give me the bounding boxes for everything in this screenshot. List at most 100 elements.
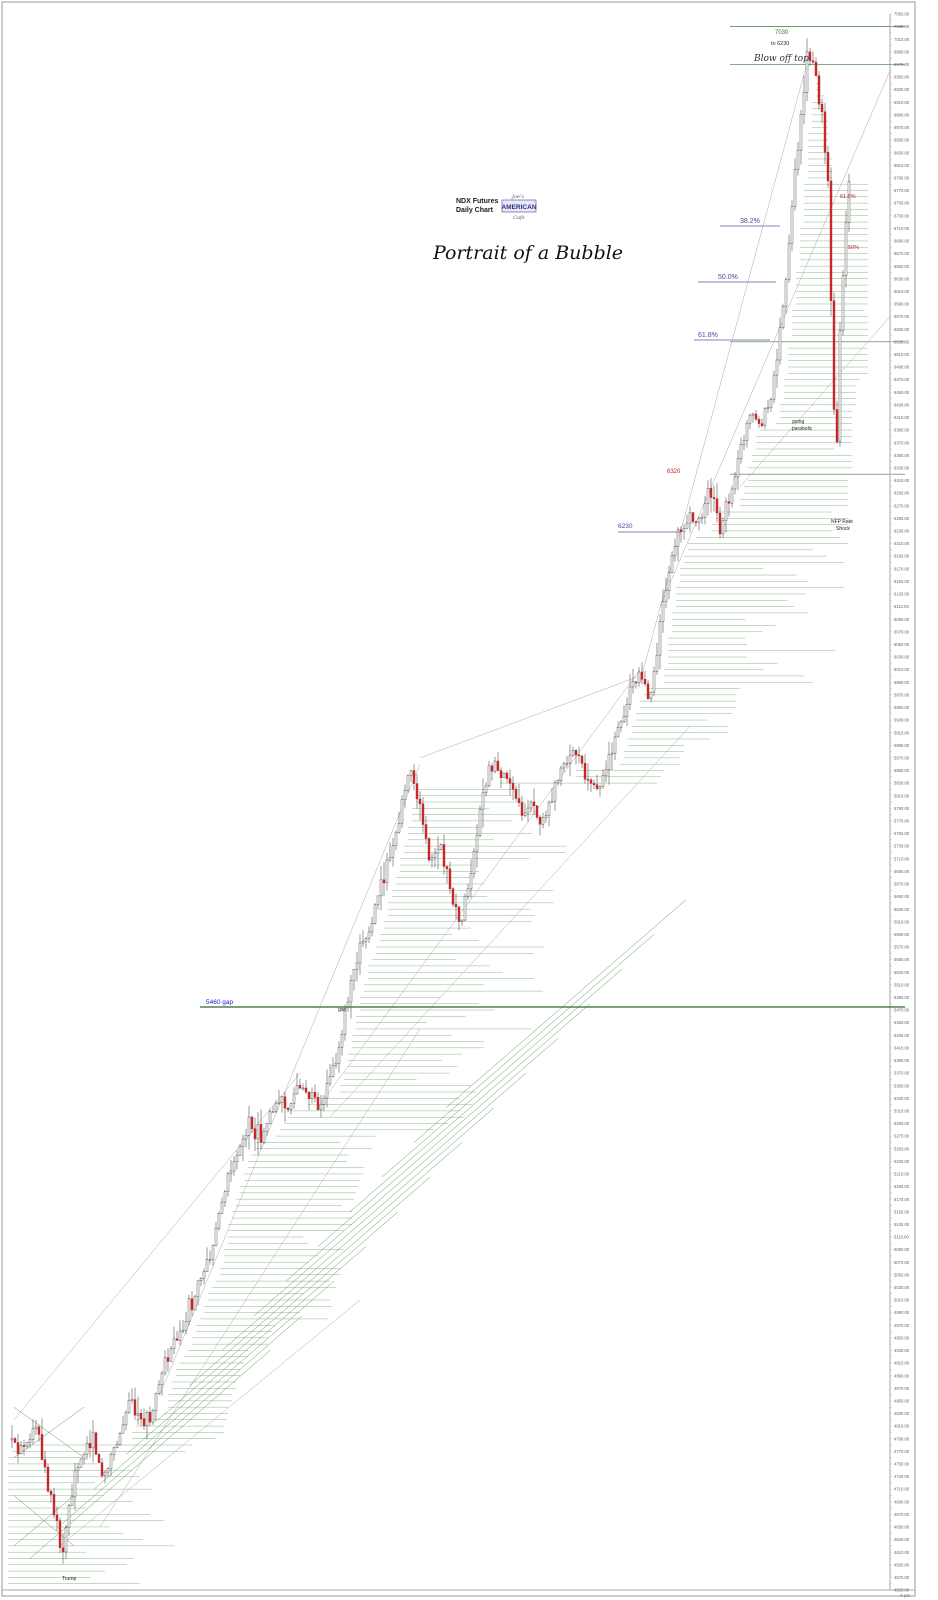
candle-up <box>160 1372 164 1385</box>
candle-up <box>67 1505 71 1528</box>
candle-down <box>253 1128 257 1140</box>
candle-down <box>757 419 761 424</box>
candle-up <box>391 845 395 858</box>
y-tick-label: 6790.00 <box>894 176 910 181</box>
candle-up <box>748 414 752 424</box>
candle-up <box>469 873 473 890</box>
candle-down <box>643 679 647 685</box>
candle-up <box>673 546 677 556</box>
candle-down <box>694 521 698 523</box>
y-tick-label: 5190.00 <box>894 1184 910 1189</box>
candle-up <box>187 1298 191 1322</box>
fan-line <box>285 1072 527 1282</box>
candle-up <box>724 501 728 521</box>
y-tick-label: 4730.00 <box>894 1474 910 1479</box>
y-tick-label: 5490.00 <box>894 995 910 1000</box>
y-tick-label: 4950.00 <box>894 1335 910 1340</box>
y-tick-label: 6050.00 <box>894 642 910 647</box>
candle-up <box>355 962 359 970</box>
y-tick-label: 5030.00 <box>894 1285 910 1290</box>
y-tick-label: 7050.00 <box>894 12 910 17</box>
y-tick-label: 5530.00 <box>894 970 910 975</box>
candle-up <box>136 1413 140 1416</box>
candle-up <box>109 1454 113 1470</box>
y-tick-label: 6270.00 <box>894 503 910 508</box>
candle-down <box>307 1091 311 1099</box>
candle-down <box>457 906 461 922</box>
y-tick-label: 5230.00 <box>894 1159 910 1164</box>
candle-up <box>430 856 434 861</box>
fib-50-right-label: 50% <box>848 245 859 251</box>
candle-up <box>196 1280 200 1297</box>
y-tick-label: 6190.00 <box>894 554 910 559</box>
candle-up <box>478 809 482 836</box>
candle-down <box>313 1092 317 1098</box>
candle-up <box>526 807 530 814</box>
trendline <box>13 1072 301 1420</box>
candle-up <box>76 1467 80 1471</box>
y-tick-label: 5710.00 <box>894 856 910 861</box>
candle-up <box>406 775 410 791</box>
candle-up <box>127 1400 131 1413</box>
candle-up <box>787 242 791 280</box>
candle-up <box>181 1330 185 1332</box>
y-tick-label: 4910.00 <box>894 1361 910 1366</box>
candle-down <box>709 488 713 498</box>
candle-up <box>745 423 749 441</box>
candle-up <box>670 555 674 573</box>
candle-up <box>271 1111 275 1113</box>
cross-line <box>13 1495 75 1547</box>
y-tick-label: 6910.00 <box>894 100 910 105</box>
candle-up <box>493 760 497 772</box>
candle-up <box>565 762 569 765</box>
candle-up <box>616 727 620 738</box>
candle-up <box>751 413 755 416</box>
candle-up <box>184 1321 188 1331</box>
candle-down <box>754 413 758 420</box>
candle-up <box>295 1085 299 1095</box>
candle-up <box>550 801 554 803</box>
y-tick-label: 5950.00 <box>894 705 910 710</box>
candle-up <box>220 1201 224 1214</box>
level-6230-label: 6230 <box>618 523 633 530</box>
candle-up <box>628 686 632 705</box>
fib-500-label: 50.0% <box>718 274 738 281</box>
candle-up <box>292 1093 296 1104</box>
candle-down <box>454 904 458 908</box>
logo-top: Joe's <box>511 194 524 200</box>
candle-up <box>484 785 488 794</box>
y-tick-label: 5730.00 <box>894 844 910 849</box>
candle-down <box>499 770 503 778</box>
candle-up <box>337 1047 341 1064</box>
fib-618-label: 61.8% <box>698 332 718 339</box>
candle-down <box>166 1357 170 1362</box>
candle-up <box>322 1097 326 1105</box>
candle-down <box>421 803 425 825</box>
candle-up <box>697 517 701 523</box>
subtitle-line2: Daily Chart <box>456 207 494 214</box>
candle-up <box>763 408 767 426</box>
candle-up <box>742 440 746 445</box>
candle-up <box>370 923 374 933</box>
y-tick-label: 5810.00 <box>894 793 910 798</box>
y-tick-label: 4990.00 <box>894 1310 910 1315</box>
candle-up <box>118 1433 122 1446</box>
y-tick-label: 5210.00 <box>894 1172 910 1177</box>
y-tick-label: 4670.00 <box>894 1512 910 1517</box>
y-tick-label: 6230.00 <box>894 529 910 534</box>
logo-main: AMERICAN <box>501 204 536 211</box>
candle-up <box>28 1439 32 1443</box>
y-tick-label: 4890.00 <box>894 1373 910 1378</box>
footer-right: 6 pts <box>900 1593 911 1598</box>
candle-up <box>706 488 710 504</box>
candle-down <box>712 497 716 499</box>
y-tick-label: 5830.00 <box>894 781 910 786</box>
candles <box>10 38 851 1564</box>
y-tick-label: 6990.00 <box>894 49 910 54</box>
y-tick-label: 6130.00 <box>894 592 910 597</box>
candle-up <box>301 1087 305 1090</box>
candle-down <box>514 789 518 799</box>
y-tick-label: 4810.00 <box>894 1424 910 1429</box>
candle-up <box>199 1278 203 1282</box>
green-level-grid <box>8 26 905 1591</box>
